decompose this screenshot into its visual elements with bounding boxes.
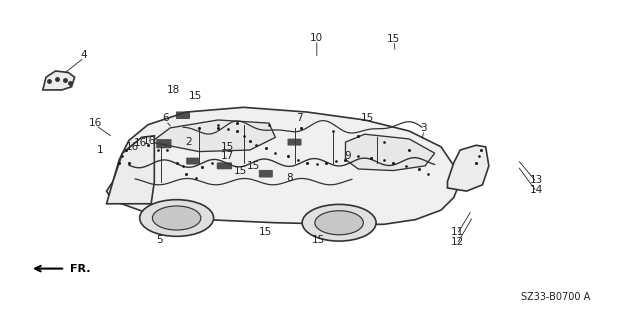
Text: 4: 4 [81,50,88,60]
PathPatch shape [151,120,275,152]
Text: 17: 17 [221,151,234,161]
FancyBboxPatch shape [176,111,190,119]
Text: 8: 8 [286,174,292,183]
Text: 15: 15 [259,226,273,237]
PathPatch shape [106,107,460,224]
Text: 15: 15 [246,161,260,171]
Text: 16: 16 [89,118,102,128]
Text: 3: 3 [420,123,427,133]
Text: 12: 12 [451,237,463,247]
Text: 7: 7 [296,113,303,123]
Text: 18: 18 [167,85,180,95]
Text: 11: 11 [451,227,463,237]
Text: 16: 16 [143,136,156,145]
Text: 15: 15 [221,142,234,152]
Text: 6: 6 [163,113,169,123]
Text: 5: 5 [156,235,163,245]
PathPatch shape [43,71,75,90]
Circle shape [152,206,201,230]
Text: 15: 15 [234,166,247,175]
Text: 10: 10 [310,33,323,43]
PathPatch shape [346,134,435,171]
Circle shape [302,204,376,241]
Text: 14: 14 [530,184,543,195]
FancyBboxPatch shape [156,139,172,148]
Text: 15: 15 [361,113,374,123]
FancyBboxPatch shape [217,162,232,169]
Text: 9: 9 [344,151,351,161]
Text: 16: 16 [125,142,139,152]
Circle shape [315,211,364,235]
Text: 15: 15 [387,34,401,44]
FancyBboxPatch shape [287,139,301,145]
Text: SZ33-B0700 A: SZ33-B0700 A [521,292,590,302]
Text: 2: 2 [185,137,191,147]
Circle shape [140,200,214,236]
FancyBboxPatch shape [186,158,199,165]
Text: 16: 16 [134,138,147,148]
Text: 15: 15 [189,91,202,101]
Text: 13: 13 [530,175,543,185]
Text: 1: 1 [97,145,104,155]
Text: FR.: FR. [70,263,91,274]
PathPatch shape [447,145,489,191]
FancyBboxPatch shape [259,170,273,178]
PathPatch shape [106,136,154,204]
Text: 15: 15 [312,235,325,245]
